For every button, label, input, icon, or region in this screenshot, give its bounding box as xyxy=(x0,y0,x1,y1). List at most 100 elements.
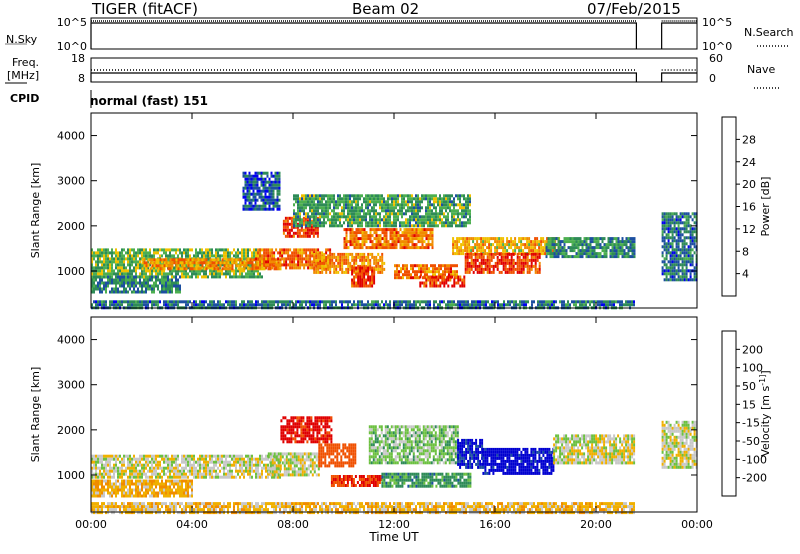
power-cell xyxy=(537,300,539,304)
power-cell xyxy=(454,270,456,274)
power-cell xyxy=(335,203,337,207)
power-cell xyxy=(397,234,400,238)
power-cell xyxy=(417,246,420,250)
power-cell xyxy=(187,272,189,276)
power-cell xyxy=(257,261,260,265)
power-cell xyxy=(161,281,163,285)
power-cell xyxy=(453,212,455,216)
power-cell xyxy=(254,174,257,178)
power-cell xyxy=(677,254,680,258)
power-cell xyxy=(347,240,350,244)
power-cell xyxy=(111,260,113,264)
power-cell xyxy=(504,267,507,271)
power-cell xyxy=(447,278,450,282)
power-cell xyxy=(299,200,301,204)
power-cell xyxy=(563,237,566,241)
power-cell xyxy=(231,300,233,304)
power-cell xyxy=(153,261,156,265)
power-cell xyxy=(153,290,155,294)
power-cell xyxy=(665,269,668,273)
power-cell xyxy=(375,231,378,235)
power-cell xyxy=(97,303,99,307)
power-cell xyxy=(673,257,676,261)
power-cell xyxy=(137,248,139,252)
power-cell xyxy=(173,266,175,270)
power-cell xyxy=(105,257,107,261)
power-cell xyxy=(341,224,343,228)
power-cell xyxy=(685,218,688,222)
power-cell xyxy=(573,240,576,244)
power-cell xyxy=(363,303,365,307)
power-cell xyxy=(423,275,426,279)
power-cell xyxy=(673,221,676,225)
power-cell xyxy=(605,300,607,304)
power-cell xyxy=(311,212,313,216)
power-cell xyxy=(306,231,309,235)
power-cell xyxy=(321,264,324,268)
power-cell xyxy=(289,257,292,261)
power-cell xyxy=(685,248,688,252)
power-cell xyxy=(617,300,619,304)
power-cell xyxy=(308,234,311,238)
power-cell xyxy=(447,203,449,207)
power-cell xyxy=(446,270,448,274)
power-cell xyxy=(252,204,255,208)
power-cell xyxy=(425,243,428,247)
power-cell xyxy=(287,303,289,307)
power-cell xyxy=(359,243,362,247)
power-cell xyxy=(387,200,389,204)
power-cell xyxy=(243,264,246,268)
power-cell xyxy=(405,303,407,307)
power-cell xyxy=(587,249,590,253)
power-cell xyxy=(555,243,558,247)
power-cell xyxy=(524,261,527,265)
power-cell xyxy=(301,200,303,204)
power-cell xyxy=(248,183,251,187)
power-cell xyxy=(498,258,501,262)
power-cell xyxy=(394,276,396,280)
power-cell xyxy=(253,269,255,273)
power-cell xyxy=(179,261,182,265)
power-cell xyxy=(103,257,105,261)
power-cell xyxy=(273,251,276,255)
power-cell xyxy=(257,257,260,261)
power-cell xyxy=(361,203,363,207)
power-cell xyxy=(451,215,453,219)
power-cell xyxy=(185,269,187,273)
power-cell xyxy=(341,270,344,274)
power-cell xyxy=(115,254,117,258)
power-cell xyxy=(398,264,400,268)
power-cell xyxy=(295,215,297,219)
power-cell xyxy=(171,284,173,288)
power-cell xyxy=(463,194,465,198)
power-cell xyxy=(577,246,580,250)
power-cell xyxy=(317,200,319,204)
power-cell xyxy=(563,246,566,250)
power-cell xyxy=(685,266,688,270)
power-cell xyxy=(359,224,361,228)
power-cell xyxy=(563,240,566,244)
power-cell xyxy=(331,218,333,222)
power-cell xyxy=(469,303,471,307)
power-cell xyxy=(293,266,296,270)
power-cell xyxy=(673,278,676,282)
power-cell xyxy=(496,246,499,250)
power-cell xyxy=(343,252,346,256)
power-cell xyxy=(91,257,93,261)
power-cell xyxy=(519,303,521,307)
power-cell xyxy=(416,264,418,268)
power-cell xyxy=(307,263,310,267)
power-cell xyxy=(303,263,306,267)
power-cell xyxy=(149,248,151,252)
power-cell xyxy=(157,275,159,279)
power-cell xyxy=(605,246,608,250)
power-cell xyxy=(129,284,131,288)
power-cell xyxy=(351,200,353,204)
power-cell xyxy=(429,194,431,198)
power-cell xyxy=(365,234,368,238)
power-cell xyxy=(300,228,303,232)
power-cell xyxy=(458,252,461,256)
power-cell xyxy=(333,264,336,268)
power-cell xyxy=(215,267,218,271)
power-cell xyxy=(355,252,358,256)
